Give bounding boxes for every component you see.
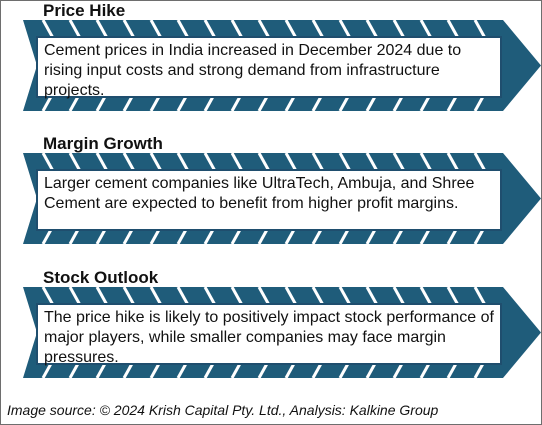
- chevron-stripe: [68, 286, 82, 306]
- chevron-stripe: [149, 286, 163, 306]
- chevron-stripe: [311, 286, 325, 306]
- chevron-stripe: [176, 286, 190, 306]
- chevron-stripe: [419, 286, 433, 306]
- chevron-stripe: [338, 152, 352, 172]
- chevron-stripe: [338, 286, 352, 306]
- chevron-stripe: [41, 152, 55, 172]
- chevron-stripe: [284, 286, 298, 306]
- chevron-stripe: [149, 19, 163, 39]
- chevron-stripe: [68, 152, 82, 172]
- section-text: The price hike is likely to positively i…: [44, 309, 494, 366]
- section-stock-outlook: Stock Outlook The price hike is likely t…: [1, 268, 541, 404]
- chevron-stripe: [365, 19, 379, 39]
- chevron-stripes: [41, 152, 487, 245]
- chevron-stripe: [419, 19, 433, 39]
- chevron-stripe: [95, 286, 109, 306]
- chevron-stripe: [176, 152, 190, 172]
- chevron-stripe: [230, 19, 244, 39]
- chevron-stripe: [149, 152, 163, 172]
- chevron-stripe: [446, 19, 460, 39]
- chevron-stripe: [392, 152, 406, 172]
- text-box: Larger cement companies like UltraTech, …: [36, 169, 502, 231]
- chevron-stripe: [473, 152, 487, 172]
- chevron-stripe: [203, 286, 217, 306]
- chevron-stripe: [95, 19, 109, 39]
- chevron-stripe: [41, 19, 55, 39]
- chevron-stripe: [176, 19, 190, 39]
- chevron-stripe: [257, 152, 271, 172]
- chevron-stripe: [419, 152, 433, 172]
- chevron-stripe: [230, 152, 244, 172]
- chevron-stripe: [446, 152, 460, 172]
- chevron-stripe: [122, 286, 136, 306]
- chevron-stripe: [284, 19, 298, 39]
- text-box: The price hike is likely to positively i…: [36, 303, 502, 366]
- chevron-stripe: [473, 19, 487, 39]
- chevron-stripe: [446, 286, 460, 306]
- chevron-stripe: [284, 152, 298, 172]
- section-title: Margin Growth: [43, 134, 163, 153]
- section-text: Larger cement companies like UltraTech, …: [44, 175, 475, 212]
- section-title: Price Hike: [43, 1, 126, 20]
- image-source-caption: Image source: © 2024 Krish Capital Pty. …: [7, 402, 439, 418]
- chevron-stripe: [257, 19, 271, 39]
- chevron-stripe: [122, 19, 136, 39]
- chevron-stripe: [257, 286, 271, 306]
- chevron-stripe: [365, 152, 379, 172]
- chevron-stripe: [311, 152, 325, 172]
- section-text: Cement prices in India increased in Dece…: [44, 42, 462, 99]
- chevron-stripe: [203, 152, 217, 172]
- chevron-stripe: [122, 152, 136, 172]
- chevron-stripe: [68, 19, 82, 39]
- chevron-stripe: [95, 152, 109, 172]
- chevron-stripe: [473, 286, 487, 306]
- chevron-stripe: [365, 286, 379, 306]
- text-box: Cement prices in India increased in Dece…: [36, 36, 502, 99]
- section-price-hike: Price Hike Cement prices in India increa…: [1, 1, 541, 137]
- chevron-stripe: [338, 19, 352, 39]
- chevron-stripe: [230, 286, 244, 306]
- section-title: Stock Outlook: [43, 268, 159, 287]
- section-margin-growth: Margin Growth Larger cement companies li…: [1, 134, 541, 270]
- chevron-stripe: [392, 19, 406, 39]
- chevron-stripe: [203, 19, 217, 39]
- chevron-stripe: [41, 286, 55, 306]
- chevron-stripe: [392, 286, 406, 306]
- chevron-stripe: [311, 19, 325, 39]
